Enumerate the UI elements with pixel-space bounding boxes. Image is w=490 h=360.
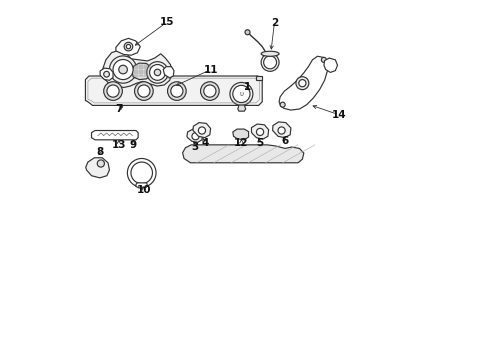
Polygon shape: [193, 123, 211, 138]
Circle shape: [233, 85, 250, 103]
Circle shape: [299, 80, 306, 87]
Text: 2: 2: [271, 18, 278, 28]
Polygon shape: [163, 67, 174, 78]
Polygon shape: [324, 58, 338, 72]
Circle shape: [261, 53, 279, 71]
Circle shape: [278, 127, 285, 134]
Text: 6: 6: [282, 136, 289, 146]
Circle shape: [168, 82, 186, 100]
Text: 7: 7: [115, 104, 122, 114]
Text: 5: 5: [256, 138, 263, 148]
Polygon shape: [272, 122, 291, 138]
Polygon shape: [183, 145, 304, 163]
Circle shape: [147, 62, 168, 83]
Text: 1: 1: [244, 82, 251, 93]
Polygon shape: [132, 63, 151, 80]
Text: 12: 12: [234, 138, 248, 148]
Polygon shape: [238, 105, 245, 111]
Polygon shape: [85, 76, 262, 105]
Circle shape: [126, 44, 131, 49]
Circle shape: [204, 85, 216, 97]
Text: 15: 15: [160, 17, 174, 27]
Text: 11: 11: [204, 64, 218, 75]
Circle shape: [154, 69, 161, 76]
Polygon shape: [251, 124, 269, 139]
Polygon shape: [116, 39, 140, 55]
Circle shape: [119, 65, 127, 74]
Circle shape: [138, 85, 150, 97]
Circle shape: [198, 127, 205, 134]
Circle shape: [131, 162, 152, 184]
Polygon shape: [187, 129, 203, 142]
Polygon shape: [101, 50, 172, 87]
Circle shape: [107, 85, 119, 97]
Ellipse shape: [261, 51, 279, 56]
Circle shape: [245, 30, 250, 35]
Text: 4: 4: [201, 138, 209, 148]
Text: 10: 10: [137, 185, 151, 195]
Polygon shape: [100, 68, 113, 80]
Circle shape: [113, 59, 133, 80]
Circle shape: [171, 85, 183, 97]
Circle shape: [296, 77, 309, 90]
Circle shape: [200, 82, 219, 100]
Text: 13: 13: [112, 140, 126, 150]
Circle shape: [124, 42, 133, 51]
Text: 14: 14: [332, 110, 346, 120]
Polygon shape: [136, 183, 147, 188]
Circle shape: [104, 71, 109, 77]
Text: 9: 9: [129, 140, 137, 150]
Circle shape: [135, 82, 153, 100]
Circle shape: [230, 82, 253, 105]
Circle shape: [109, 56, 137, 83]
Text: 3: 3: [191, 142, 198, 152]
Circle shape: [256, 129, 264, 135]
Polygon shape: [256, 76, 262, 80]
Circle shape: [97, 160, 104, 167]
Text: 8: 8: [96, 147, 103, 157]
Circle shape: [127, 158, 156, 187]
Circle shape: [192, 133, 199, 140]
Polygon shape: [92, 131, 138, 140]
Circle shape: [104, 82, 122, 100]
Circle shape: [321, 57, 326, 62]
Text: υ: υ: [240, 91, 244, 97]
Circle shape: [149, 64, 166, 80]
Circle shape: [280, 102, 285, 107]
Polygon shape: [279, 56, 327, 110]
Polygon shape: [86, 158, 109, 178]
Polygon shape: [233, 129, 248, 140]
Circle shape: [264, 56, 276, 69]
